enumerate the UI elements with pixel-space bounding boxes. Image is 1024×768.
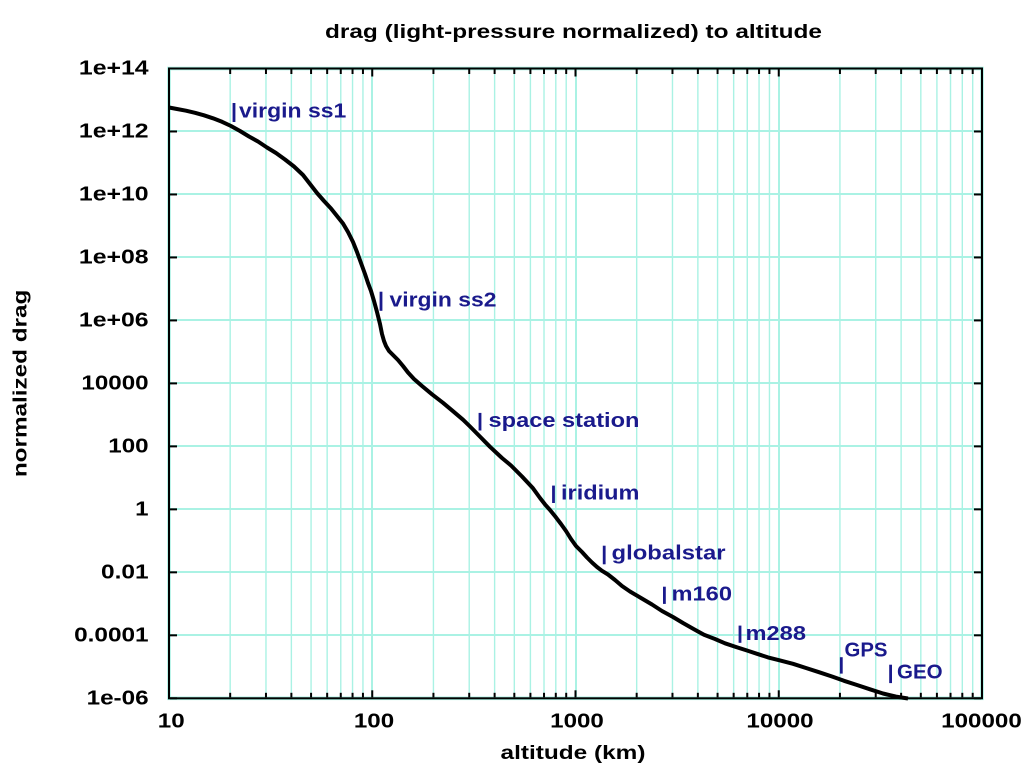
svg-text:100000: 100000 <box>941 710 1022 733</box>
svg-text:0.01: 0.01 <box>101 560 149 583</box>
svg-text:virgin ss2: virgin ss2 <box>390 289 497 312</box>
svg-text:globalstar: globalstar <box>612 542 726 565</box>
svg-text:GEO: GEO <box>897 660 943 683</box>
svg-text:100: 100 <box>354 710 394 733</box>
svg-text:1e+14: 1e+14 <box>79 57 149 80</box>
svg-text:1e+08: 1e+08 <box>79 245 149 268</box>
svg-text:normalized drag: normalized drag <box>10 290 32 478</box>
svg-text:10000: 10000 <box>81 371 148 394</box>
svg-text:100: 100 <box>108 434 148 457</box>
svg-text:0.0001: 0.0001 <box>74 623 149 646</box>
svg-text:1e+12: 1e+12 <box>79 120 149 143</box>
svg-text:1e+06: 1e+06 <box>79 308 149 331</box>
svg-text:virgin ss1: virgin ss1 <box>239 100 346 123</box>
svg-text:space station: space station <box>489 409 640 432</box>
svg-text:altitude (km): altitude (km) <box>501 742 646 764</box>
svg-text:10000: 10000 <box>746 710 813 733</box>
svg-text:1e-06: 1e-06 <box>87 686 149 709</box>
svg-text:drag (light-pressure normalize: drag (light-pressure normalized) to alti… <box>325 21 822 43</box>
svg-text:1e+10: 1e+10 <box>79 183 149 206</box>
svg-text:m288: m288 <box>746 622 807 645</box>
svg-text:1: 1 <box>135 497 148 520</box>
svg-text:10: 10 <box>158 710 185 733</box>
svg-text:GPS: GPS <box>845 639 888 662</box>
svg-text:1000: 1000 <box>550 710 604 733</box>
svg-text:iridium: iridium <box>561 482 640 505</box>
svg-text:m160: m160 <box>672 583 733 606</box>
